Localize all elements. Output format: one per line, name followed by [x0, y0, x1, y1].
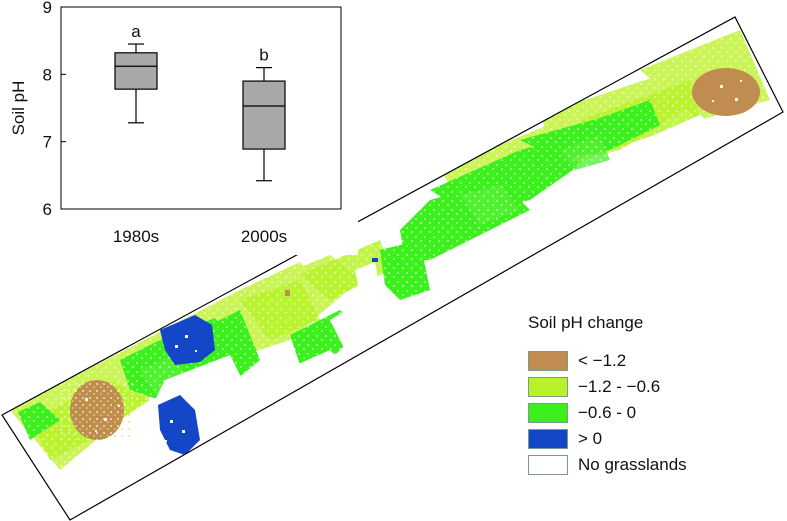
box-2000s: b	[242, 46, 286, 182]
box-series: ab	[114, 22, 286, 182]
x-axis-labels: 1980s 2000s	[113, 227, 287, 246]
legend-item: > 0	[528, 427, 768, 450]
legend-label: < −1.2	[578, 350, 627, 370]
significance-letter: b	[259, 46, 268, 65]
legend-swatch	[528, 350, 568, 371]
legend-label: No grasslands	[578, 454, 687, 474]
y-axis-label: Soil pH	[9, 81, 28, 136]
x-tick-label: 2000s	[241, 227, 287, 246]
legend-swatch	[528, 376, 568, 397]
y-axis-ticks: 6 7 8 9	[43, 0, 66, 219]
legend-title: Soil pH change	[528, 313, 644, 332]
map-legend: Soil pH change < −1.2 −1.2 - −0.6 −0.6 - 0…	[528, 313, 768, 479]
y-tick-label: 9	[43, 0, 52, 17]
iqr-box	[242, 80, 286, 150]
legend-label: > 0	[578, 428, 603, 448]
box-1980s: a	[114, 22, 158, 124]
legend-item: < −1.2	[528, 349, 768, 372]
iqr-box	[114, 52, 158, 90]
significance-letter: a	[131, 22, 141, 41]
legend-items: < −1.2 −1.2 - −0.6 −0.6 - 0 > 0 No grassland…	[528, 349, 768, 476]
legend-item: −0.6 - 0	[528, 401, 768, 424]
legend-label: −1.2 - −0.6	[578, 376, 661, 396]
legend-item: No grasslands	[528, 453, 768, 476]
y-tick-label: 8	[43, 65, 52, 84]
legend-swatch	[528, 402, 568, 423]
legend-swatch	[528, 428, 568, 449]
y-tick-label: 6	[43, 200, 52, 219]
legend-swatch	[528, 454, 568, 475]
legend-item: −1.2 - −0.6	[528, 375, 768, 398]
y-tick-label: 7	[43, 133, 52, 152]
plot-frame	[60, 6, 342, 210]
legend-label: −0.6 - 0	[578, 402, 637, 422]
x-tick-label: 1980s	[113, 227, 159, 246]
